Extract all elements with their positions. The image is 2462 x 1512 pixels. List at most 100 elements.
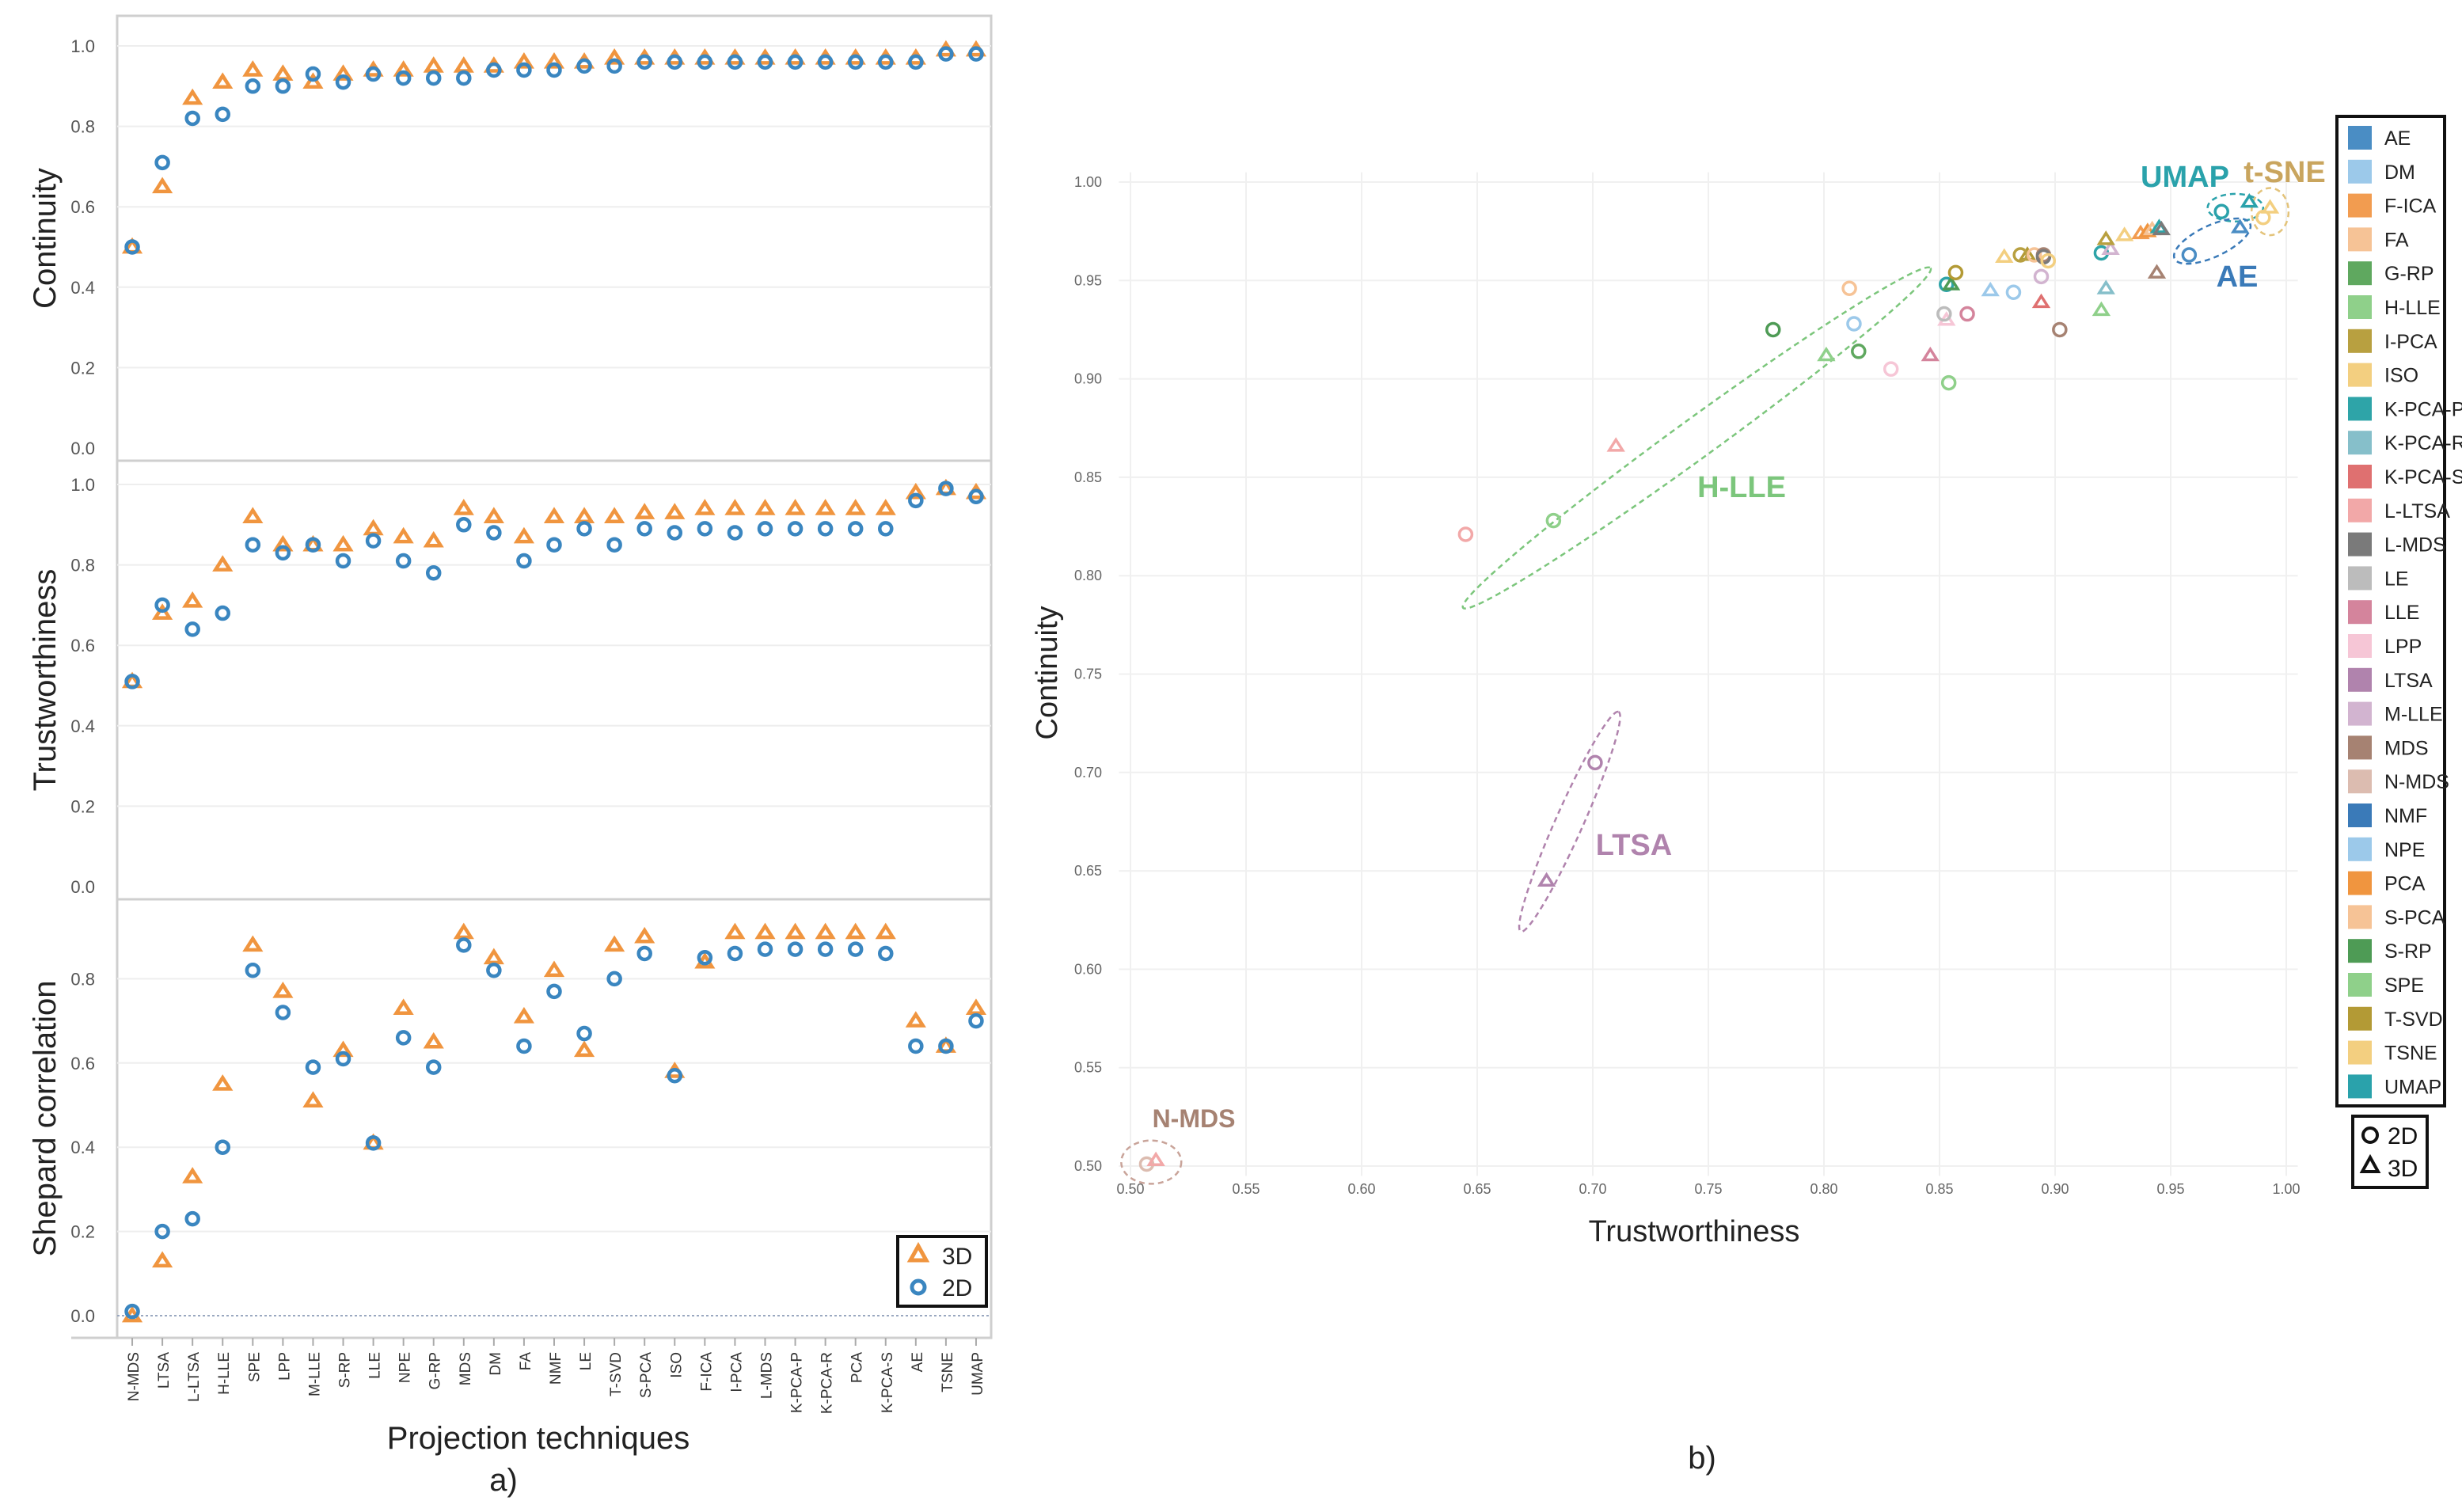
- point-k-pca-s-3d: [2031, 293, 2051, 309]
- 2d-point: [847, 521, 864, 537]
- y-tick-label: 0.50: [1074, 1158, 1102, 1174]
- 3d-point: [453, 922, 474, 940]
- legend-label: G-RP: [2384, 263, 2434, 285]
- 3d-point: [393, 998, 414, 1015]
- 2d-point: [727, 54, 743, 70]
- 3d-point: [724, 922, 746, 940]
- legend-label: H-LLE: [2384, 297, 2441, 319]
- 3d-point: [152, 603, 173, 620]
- legend-label: ISO: [2384, 365, 2418, 387]
- point-lle-2d: [1959, 306, 1975, 322]
- y-tick-label: 0.0: [70, 877, 95, 897]
- 3d-point: [272, 64, 294, 81]
- 2d-point: [184, 110, 200, 127]
- y-tick-label: 0.80: [1074, 568, 1102, 583]
- point-tsne-3d: [2114, 226, 2134, 241]
- legend-label: S-RP: [2384, 940, 2432, 963]
- 3d-point: [302, 1091, 324, 1108]
- 3d-point: [604, 507, 625, 523]
- 3d-point: [212, 555, 234, 572]
- legend-swatch: [2348, 837, 2372, 861]
- marker-legend-3d-symbol: [2359, 1153, 2381, 1173]
- 2d-point: [817, 521, 834, 537]
- point-umap-2d: [2213, 203, 2229, 220]
- point-l-ltsa-3d: [1606, 437, 1625, 452]
- legend-label: MDS: [2384, 737, 2429, 759]
- y-tick-label: 0.4: [70, 716, 95, 736]
- 2d-point: [938, 46, 954, 62]
- x-tick-label: FA: [518, 1352, 534, 1371]
- 2d-point: [757, 54, 773, 70]
- legend-label: PCA: [2384, 873, 2426, 895]
- 3d-point: [815, 499, 836, 515]
- x-tick-label: K-PCA-P: [789, 1352, 806, 1413]
- 2d-point: [365, 1135, 382, 1151]
- 2d-point: [667, 1068, 683, 1084]
- legend-swatch: [2348, 701, 2372, 726]
- point-l-ltsa-3d: [1146, 1151, 1165, 1167]
- 3d-point: [272, 534, 294, 552]
- legend-label: UMAP: [2384, 1076, 2441, 1098]
- panel-a-caption: a): [489, 1463, 518, 1498]
- 3d-point: [423, 56, 444, 73]
- point-tsne-3d: [2260, 199, 2280, 214]
- 2d-point: [938, 481, 954, 496]
- x-tick-label: 0.80: [1810, 1181, 1837, 1197]
- point-iso-3d: [1995, 248, 2014, 263]
- y-tick-label: 0.0: [70, 439, 95, 458]
- point-lle-3d: [1921, 346, 1940, 362]
- 2d-point: [546, 62, 562, 78]
- x-tick-label: G-RP: [427, 1352, 444, 1390]
- 3d-point: [513, 1006, 535, 1024]
- 2d-point: [245, 963, 261, 978]
- group-ellipse: [1461, 266, 1932, 610]
- legend-swatch: [2348, 769, 2372, 794]
- legend-swatch: [2348, 465, 2372, 488]
- legend-swatch: [2348, 803, 2372, 827]
- legend-label: N-MDS: [2384, 771, 2449, 793]
- 2d-point: [576, 521, 592, 537]
- point-lpp-2d: [1883, 361, 1899, 377]
- x-tick-label: K-PCA-S: [880, 1352, 896, 1413]
- point-h-lle-3d: [1817, 346, 1836, 362]
- y-tick-label: 0.8: [70, 117, 95, 137]
- 2d-point: [425, 565, 442, 581]
- point-k-pca-p-2d: [1939, 276, 1955, 293]
- legend-swatch: [2348, 193, 2372, 218]
- x-tick-label: 0.55: [1232, 1181, 1259, 1197]
- point-ae-3d: [2230, 218, 2250, 234]
- 3d-point: [332, 64, 354, 81]
- 2d-point: [215, 106, 230, 123]
- legend-label: T-SVD: [2384, 1009, 2443, 1031]
- point-umap-3d: [2240, 192, 2259, 208]
- 2d-point: [908, 492, 924, 509]
- 2d-point: [787, 941, 804, 957]
- 2d-point: [184, 1210, 200, 1227]
- 3d-point: [965, 998, 987, 1015]
- 2d-point: [908, 54, 924, 70]
- subplot-ylabel: Trustworthiness: [28, 569, 63, 792]
- 2d-point: [727, 525, 743, 541]
- x-tick-label: 0.85: [1925, 1181, 1953, 1197]
- legend-label: TSNE: [2384, 1043, 2437, 1065]
- x-tick-label: S-RP: [337, 1352, 354, 1388]
- panel-b-caption: b): [1688, 1441, 1716, 1476]
- 3d-point: [332, 534, 354, 552]
- x-tick-label: LE: [578, 1352, 595, 1370]
- 2d-point: [878, 945, 894, 962]
- 2d-point: [968, 1012, 984, 1029]
- 2d-point: [757, 521, 773, 537]
- 2d-point: [817, 54, 834, 70]
- 2d-point: [456, 937, 472, 953]
- y-tick-label: 0.70: [1074, 765, 1102, 781]
- 2d-point: [245, 78, 261, 94]
- legend-label: K-PCA-R: [2384, 432, 2462, 454]
- y-tick-label: 1.00: [1074, 174, 1102, 190]
- panel-a-xlabel: Projection techniques: [387, 1421, 690, 1456]
- 3d-point: [573, 1040, 595, 1058]
- legend-swatch: [2348, 498, 2372, 522]
- 2d-point: [395, 70, 412, 86]
- y-tick-label: 0.65: [1074, 863, 1102, 879]
- group-ellipse: [2172, 217, 2252, 265]
